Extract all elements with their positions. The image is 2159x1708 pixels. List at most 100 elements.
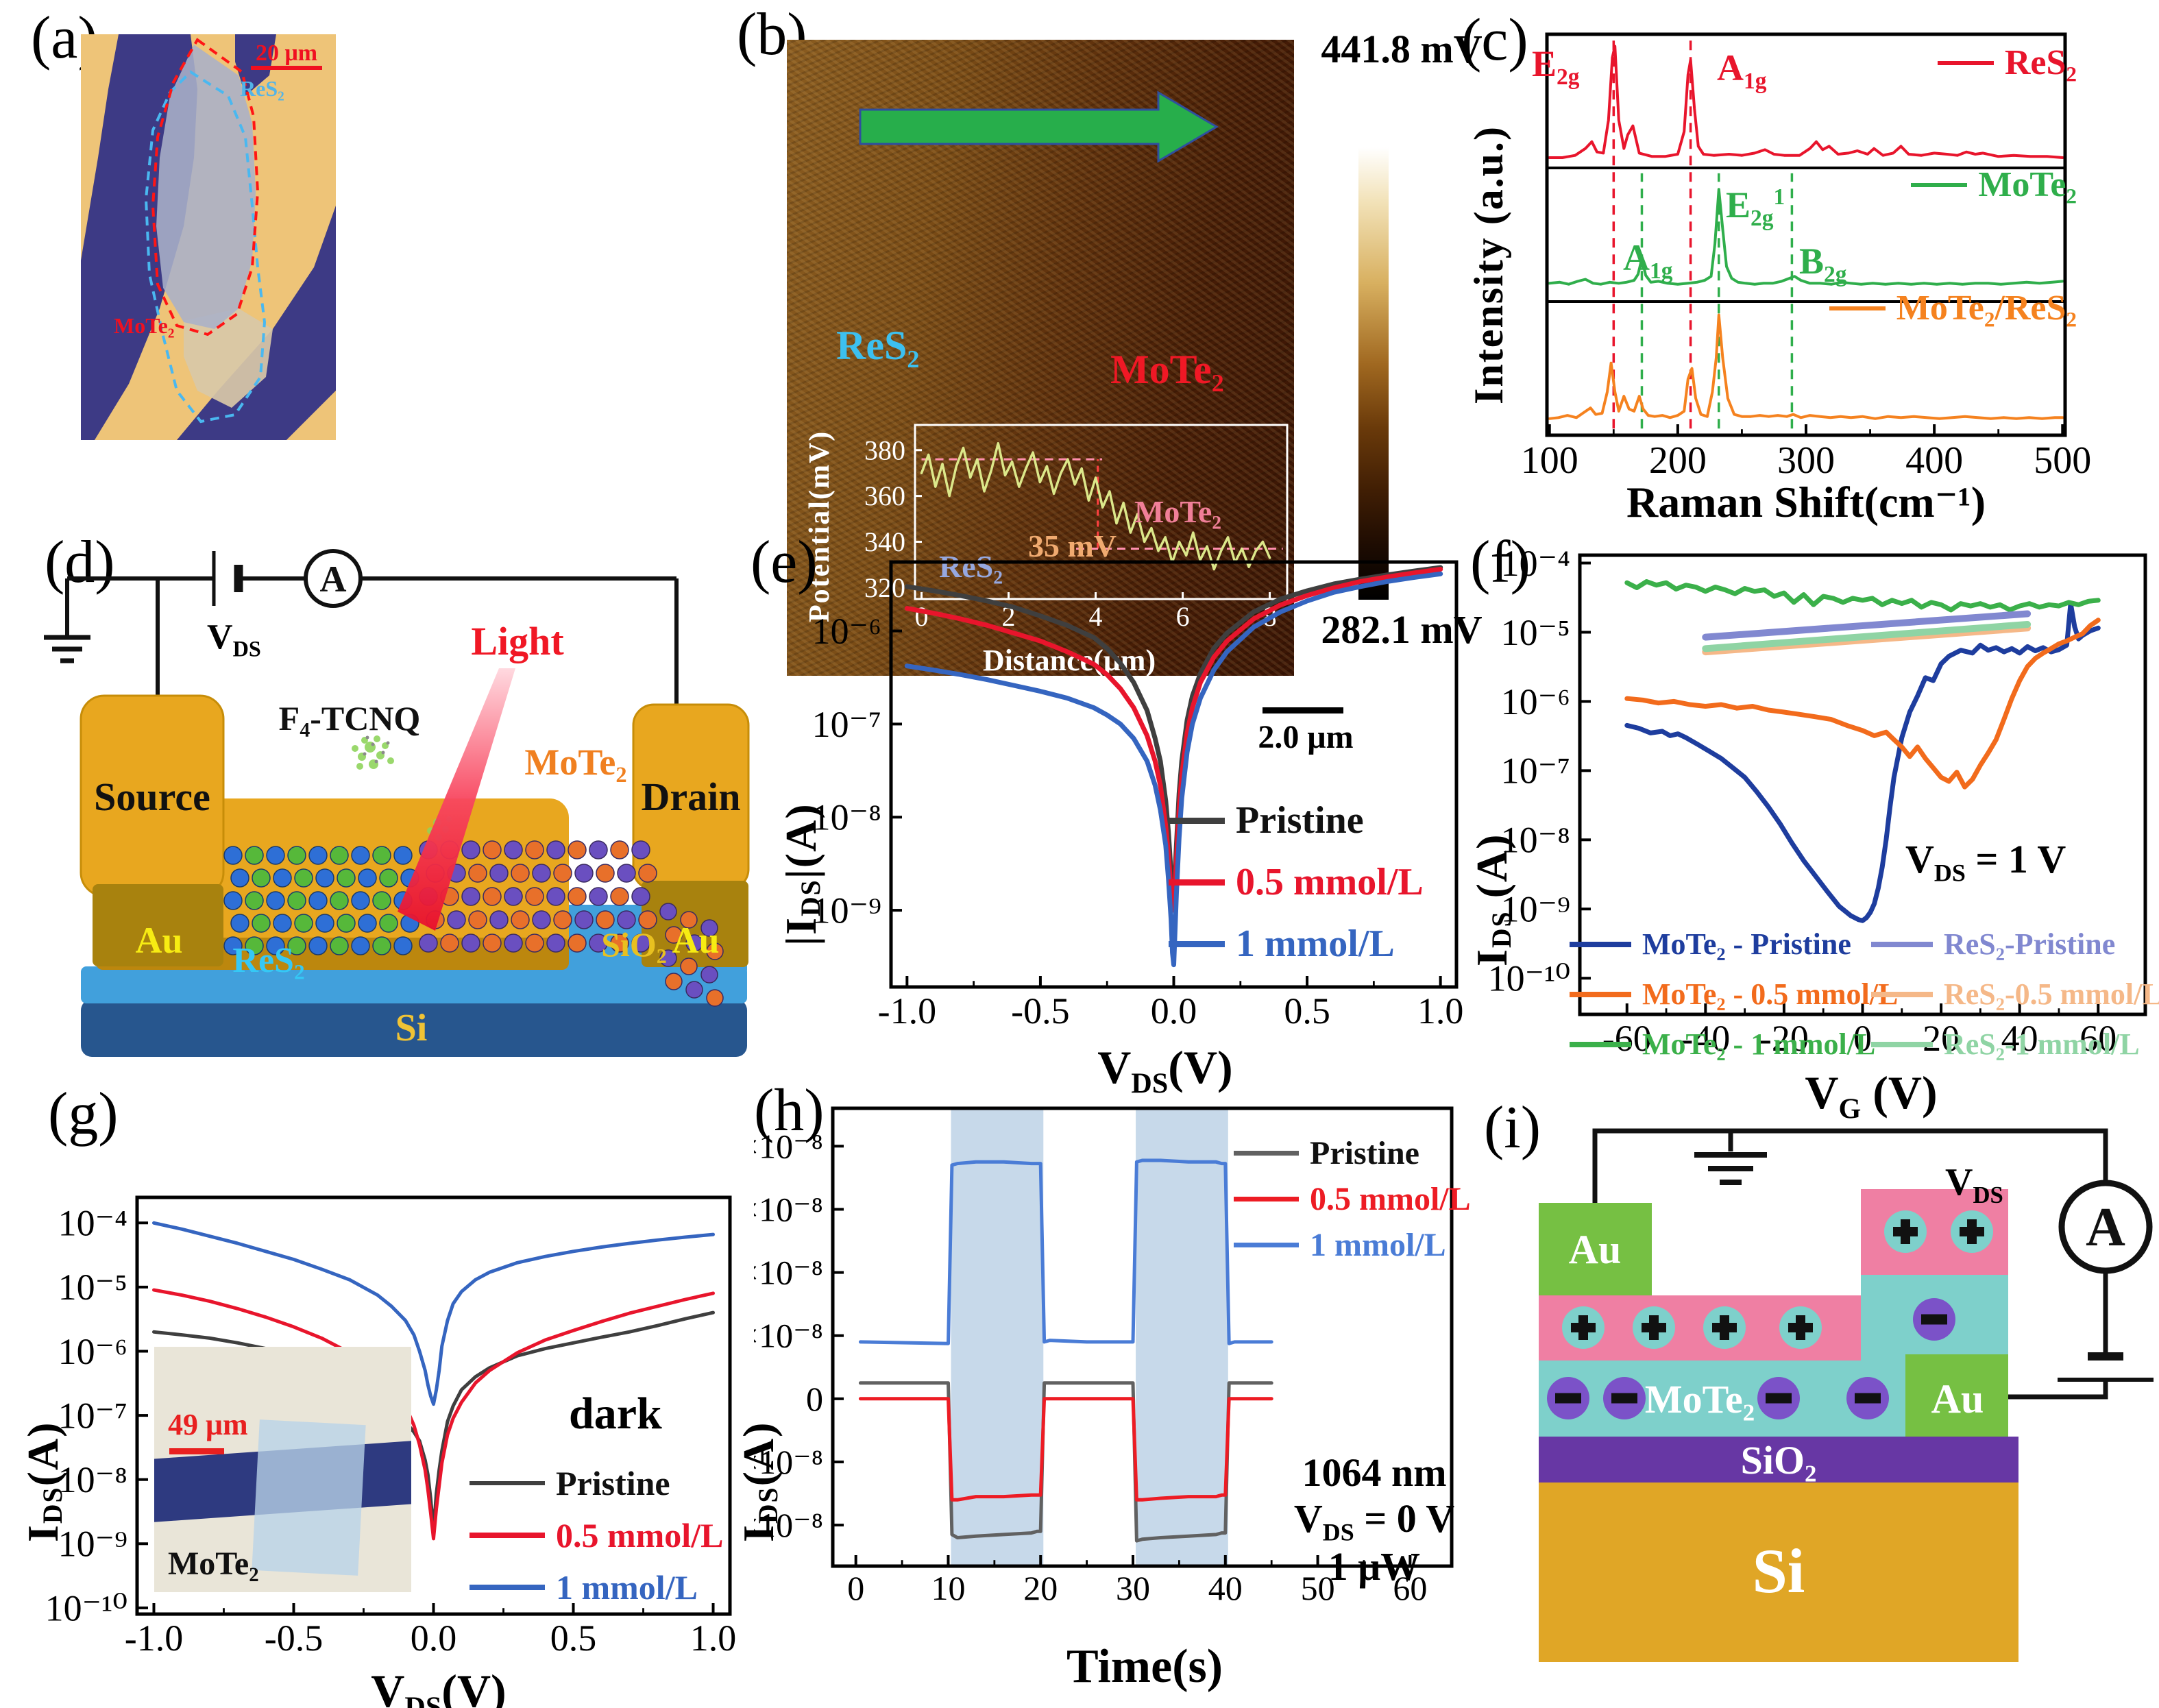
au-right-label: Au: [1931, 1376, 1984, 1422]
legend-swatch: [469, 1533, 545, 1538]
res2-label: ReS₂: [240, 76, 284, 101]
peak-res2-a1g: A1g: [1717, 47, 1767, 94]
ground-icon: [1694, 1152, 1767, 1185]
svg-text:400: 400: [1905, 439, 1963, 482]
light-beam: [398, 668, 515, 931]
legend-label: MoTe₂ - 1 mmol/L: [1642, 1027, 1876, 1061]
peak-res2-e2g: E2g: [1532, 43, 1580, 90]
legend-label: ReS₂-Pristine: [1944, 927, 2116, 961]
svg-text:-20: -20: [1759, 1018, 1809, 1059]
h-wavelength: 1064 nm: [1302, 1450, 1447, 1495]
svg-text:6×10⁻⁸: 6×10⁻⁸: [754, 1190, 823, 1228]
svg-text:60: 60: [2079, 1018, 2117, 1059]
transfer-chart: -60 -40 -20 0 20 40 60 10⁻⁴ 10⁻⁵ 10⁻⁶ 10⁻⁷ 10⁻⁸ 10⁻⁹…: [1488, 548, 2147, 1059]
c-legend-hybrid: MoTe₂/ReS₂: [1829, 288, 2077, 338]
svg-text:40: 40: [2001, 1018, 2038, 1059]
legend-swatch: [1829, 306, 1886, 310]
f-legend-right: ReS₂-Pristine ReS₂-0.5 mmol/L ReS₂-1 mmo…: [1871, 927, 2159, 1071]
svg-text:-60: -60: [1602, 1018, 1652, 1059]
legend-swatch: [1169, 879, 1225, 886]
g-xlabel: VDS(V): [371, 1665, 507, 1708]
legend-label: 1 mmol/L: [556, 1568, 698, 1607]
svg-text:20: 20: [1023, 1569, 1058, 1607]
svg-text:10⁻⁸: 10⁻⁸: [58, 1459, 127, 1500]
f-legend-left: MoTe₂ - Pristine MoTe₂ - 0.5 mmol/L MoTe…: [1570, 927, 1898, 1071]
sio2-layer: [1539, 1437, 2018, 1483]
svg-text:-1.0: -1.0: [125, 1618, 183, 1659]
sio2-label: SiO₂: [601, 925, 667, 964]
legend-label: Pristine: [1310, 1135, 1419, 1171]
svg-text:10⁻⁷: 10⁻⁷: [812, 704, 881, 745]
mote2-label: MoTe₂: [524, 742, 626, 783]
sio2-layer: [81, 966, 747, 1003]
colorbar: [1358, 147, 1389, 600]
ammeter-icon: [2058, 1180, 2153, 1274]
g-inset-image: 49 μm MoTe₂: [154, 1347, 411, 1592]
c-legend-res2: ReS₂: [1937, 42, 2077, 93]
colorbar-max: 441.8 mV: [1321, 27, 1483, 71]
svg-text:50: 50: [1301, 1569, 1335, 1607]
legend-label: ReS₂-1 mmol/L: [1944, 1027, 2140, 1061]
svg-text:10⁻⁹: 10⁻⁹: [812, 890, 881, 931]
h-xlabel: Time(s): [1066, 1640, 1223, 1693]
e-xlabel: VDS(V): [1097, 1041, 1233, 1100]
legend-swatch: [1570, 941, 1631, 947]
legend-swatch: [1937, 60, 1994, 65]
svg-text:30: 30: [1116, 1569, 1150, 1607]
panel-a: (a) ReS₂ MoTe₂ 20 μm: [21, 0, 727, 535]
legend-label: MoTe₂ - Pristine: [1642, 927, 1851, 961]
peak-mote2-b2g: B2g: [1799, 241, 1847, 287]
legend-swatch: [469, 1585, 545, 1590]
vds-label: VDS: [207, 618, 261, 661]
battery-icon: [212, 551, 243, 606]
legend-label: 0.5 mmol/L: [1310, 1181, 1471, 1217]
svg-text:10⁻⁶: 10⁻⁶: [1501, 681, 1570, 722]
svg-text:340: 340: [864, 526, 905, 557]
legend-swatch: [1570, 1041, 1631, 1047]
svg-text:-0.5: -0.5: [1011, 990, 1069, 1032]
svg-text:10⁻⁷: 10⁻⁷: [1501, 751, 1570, 792]
peak-mote2-a1g: A1g: [1623, 237, 1673, 284]
circuit-wires: [1592, 1128, 2108, 1400]
si-label: Si: [395, 1007, 428, 1049]
res2-region-label: ReS₂: [836, 323, 920, 368]
svg-text:10⁻⁴: 10⁻⁴: [1501, 548, 1570, 584]
mote2-outline: [151, 38, 260, 337]
legend-label: MoTe₂ - 0.5 mmol/L: [1642, 977, 1899, 1011]
scalebar-label: 20 μm: [256, 40, 317, 66]
legend-label: MoTe₂: [1978, 165, 2077, 204]
legend-swatch: [1871, 1041, 1933, 1047]
ground-icon: [44, 635, 90, 663]
panel-g: (g) IDS(A) -1.0 -0.5 0.0 0.5 1.0 10⁻⁴ 10⁻⁵ 10⁻⁶…: [19, 1076, 754, 1708]
mote2-region-label: MoTe₂: [1110, 347, 1224, 392]
svg-text:0: 0: [1853, 1018, 1872, 1059]
svg-text:6: 6: [1176, 601, 1190, 632]
svg-text:60: 60: [1393, 1569, 1427, 1607]
photoswitch-chart: 0 10 20 30 40 50 60 8×10⁻⁸ 6×10⁻⁸ 4×10⁻⁸ 2×10⁻⁸ 0 -2…: [754, 1106, 1454, 1607]
iv-chart: -1.0 -0.5 0.0 0.5 1.0 10⁻⁶ 10⁻⁷ 10⁻⁸ 10⁻⁹: [812, 560, 1463, 1032]
mote2-flake: [252, 1419, 366, 1576]
ammeter-icon: [304, 549, 363, 608]
source-base: [93, 884, 223, 966]
panel-i: (i) A: [1467, 1059, 2159, 1708]
svg-text:500: 500: [2034, 439, 2091, 482]
legend-swatch: [1871, 991, 1933, 997]
svg-text:10⁻⁸: 10⁻⁸: [1501, 820, 1570, 861]
inset-res2-label: ReS₂: [939, 549, 1003, 584]
sio2-label: SiO₂: [1741, 1438, 1817, 1483]
legend-swatch: [1234, 1197, 1299, 1201]
svg-text:380: 380: [864, 435, 905, 465]
inset-mote2-label: MoTe₂: [168, 1546, 259, 1582]
f4tcnq-label: F₄-TCNQ: [279, 699, 421, 737]
svg-text:-2×10⁻⁸: -2×10⁻⁸: [754, 1443, 823, 1481]
svg-text:10⁻¹⁰: 10⁻¹⁰: [45, 1587, 127, 1628]
svg-text:10⁻⁶: 10⁻⁶: [812, 611, 881, 652]
res2-label: ReS₂: [232, 941, 304, 980]
panel-g-tag: (g): [48, 1081, 119, 1147]
svg-text:10⁻⁹: 10⁻⁹: [1501, 889, 1570, 930]
svg-text:10⁻⁸: 10⁻⁸: [812, 797, 881, 838]
panel-f-tag: (f): [1470, 529, 1530, 596]
svg-text:10: 10: [931, 1569, 965, 1607]
